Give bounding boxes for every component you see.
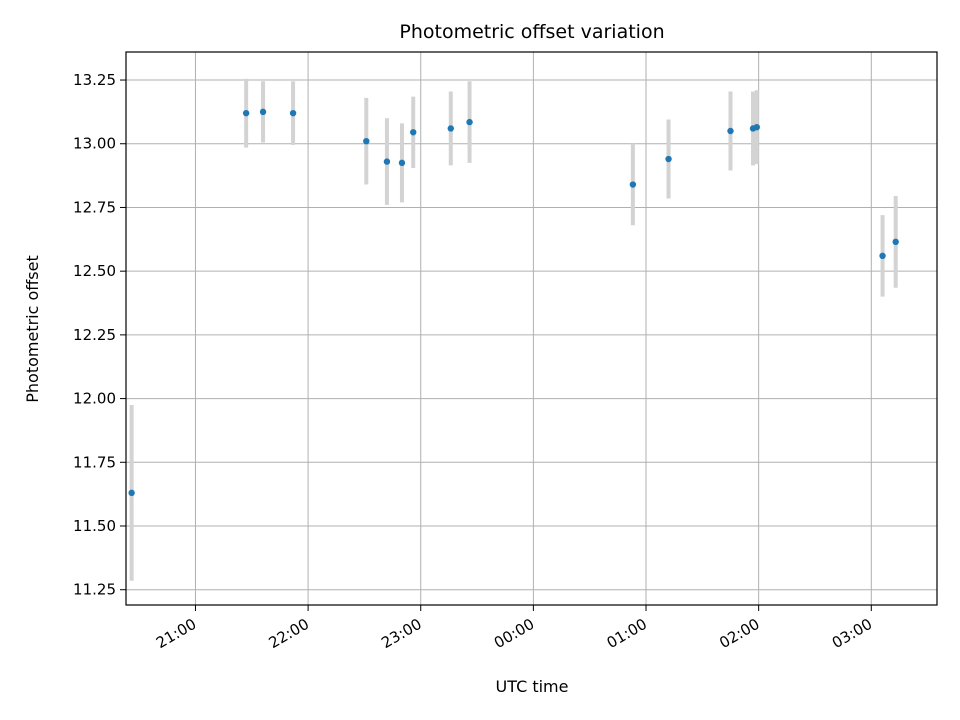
y-tick-label: 13.00 xyxy=(73,135,116,153)
data-point xyxy=(466,118,473,126)
chart-title: Photometric offset variation xyxy=(399,21,664,43)
y-tick-label: 12.50 xyxy=(73,262,116,280)
data-point xyxy=(753,123,760,131)
data-point xyxy=(363,137,370,145)
y-tick-label: 11.75 xyxy=(73,453,116,471)
y-tick-label: 11.25 xyxy=(73,581,116,599)
data-point xyxy=(242,109,250,117)
data-point xyxy=(879,252,886,260)
y-tick-label: 12.00 xyxy=(73,390,116,408)
y-tick-label: 12.75 xyxy=(73,198,116,216)
y-tick-label: 13.25 xyxy=(73,71,116,89)
plot-area-frame xyxy=(125,51,938,606)
data-point xyxy=(447,125,454,132)
data-point xyxy=(259,108,267,116)
data-point xyxy=(892,238,899,246)
y-axis-ticks: 11.25 11.50 11.75 12.00 12.25 12.50 12.75 13.00… xyxy=(73,71,126,599)
data-point xyxy=(727,127,734,135)
data-point xyxy=(629,181,637,188)
y-tick-label: 11.50 xyxy=(73,517,116,535)
data-point xyxy=(410,129,417,136)
data-point xyxy=(383,158,391,165)
x-axis-title: UTC time xyxy=(496,677,569,696)
data-point xyxy=(289,109,297,117)
y-axis-title: Photometric offset xyxy=(23,255,42,403)
data-point xyxy=(128,489,135,497)
y-tick-label: 12.25 xyxy=(73,326,116,344)
data-points xyxy=(128,108,899,497)
data-point xyxy=(665,155,672,163)
data-point xyxy=(398,159,406,167)
